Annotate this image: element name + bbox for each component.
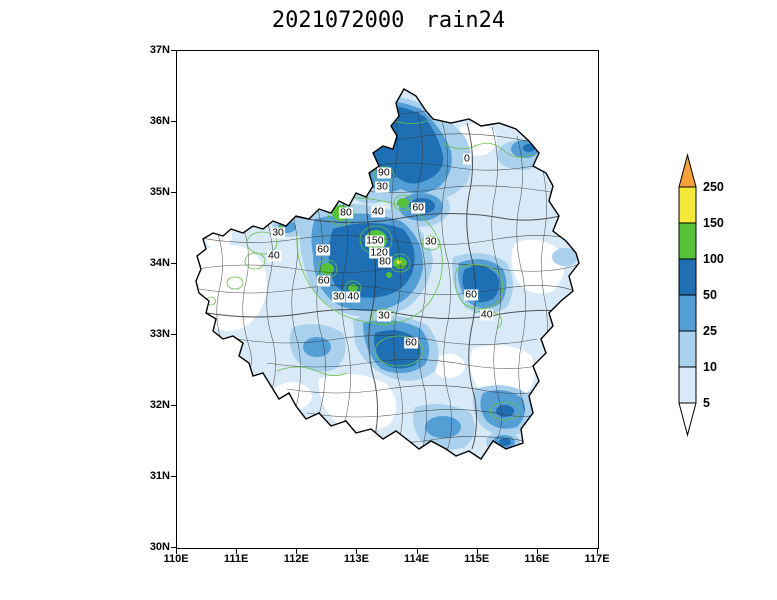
- x-axis-tick: [597, 549, 598, 554]
- colorbar-label: 100: [703, 252, 724, 266]
- y-axis-tick: [171, 50, 176, 51]
- x-axis-tick: [476, 549, 478, 554]
- y-axis-tick: [171, 192, 176, 193]
- y-axis-tick-label: 33N: [149, 328, 170, 340]
- x-axis-tick: [296, 549, 298, 554]
- colorbar-seg-5-10: [678, 366, 697, 404]
- y-axis-tick-label: 35N: [149, 186, 170, 198]
- province-outline: [195, 88, 580, 460]
- colorbar: 250 150 100 50 25 10 5: [678, 153, 724, 437]
- y-axis-tick-label: 36N: [149, 115, 170, 127]
- colorbar-seg-gt250: [678, 153, 697, 188]
- rainfall-shading: [196, 89, 579, 459]
- y-axis-tick-label: 34N: [149, 257, 170, 269]
- x-axis-tick: [176, 549, 177, 554]
- colorbar-label: 150: [703, 216, 724, 230]
- x-axis-tick-label: 117E: [584, 553, 610, 565]
- x-axis-tick: [236, 549, 238, 554]
- x-axis-tick: [416, 549, 418, 554]
- y-axis-tick: [171, 405, 176, 406]
- x-axis-tick: [356, 549, 358, 554]
- colorbar-seg-100-150: [678, 222, 697, 260]
- colorbar-label: 5: [703, 396, 710, 410]
- x-axis-tick-label: 116E: [524, 553, 550, 565]
- colorbar-seg-10-25: [678, 330, 697, 368]
- colorbar-seg-25-50: [678, 294, 697, 332]
- y-axis-tick-label: 32N: [149, 399, 170, 411]
- colorbar-label: 250: [703, 180, 724, 194]
- colorbar-seg-150-250: [678, 186, 697, 224]
- plot-frame: 0 90 30 80 40 60 30 150 120 30 40 60 80 60 30 40 60 40 30 6…: [176, 50, 599, 549]
- colorbar-label: 25: [703, 324, 717, 338]
- y-axis-tick-label: 37N: [149, 44, 170, 56]
- x-axis-tick-label: 110E: [163, 553, 189, 565]
- x-axis-tick-label: 115E: [464, 553, 490, 565]
- x-axis-tick-label: 113E: [343, 553, 369, 565]
- colorbar-label: 10: [703, 360, 717, 374]
- y-axis-tick: [171, 476, 176, 477]
- y-axis-tick-label: 31N: [149, 470, 170, 482]
- y-axis-tick: [171, 121, 176, 122]
- colorbar-label: 50: [703, 288, 717, 302]
- y-axis-tick: [171, 263, 176, 264]
- x-axis-tick-label: 114E: [404, 553, 430, 565]
- x-axis-tick-label: 111E: [223, 553, 249, 565]
- rainfall-map: [195, 88, 580, 460]
- plot-title: 2021072000 rain24: [271, 8, 506, 33]
- y-axis-tick: [171, 334, 176, 335]
- colorbar-seg-lt5: [678, 402, 697, 437]
- y-axis-tick: [171, 547, 176, 548]
- y-axis-tick-label: 30N: [149, 541, 170, 553]
- x-axis-tick-label: 112E: [283, 553, 309, 565]
- colorbar-seg-50-100: [678, 258, 697, 296]
- x-axis-tick: [536, 549, 538, 554]
